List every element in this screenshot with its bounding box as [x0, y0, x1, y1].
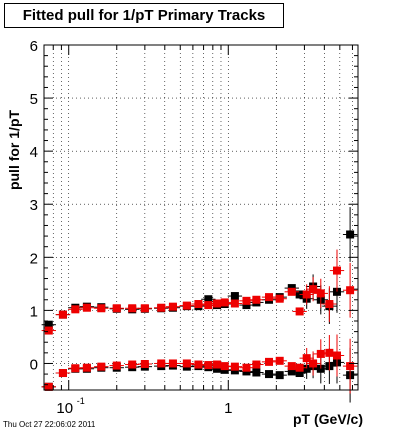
chart-title: Fitted pull for 1/pT Primary Tracks	[22, 7, 266, 24]
data-point	[302, 364, 311, 373]
y-tick-label: 2	[30, 250, 38, 267]
data-point	[112, 304, 121, 313]
data-point	[265, 357, 274, 366]
data-point	[97, 362, 106, 371]
data-point	[346, 286, 355, 295]
data-point	[295, 307, 304, 316]
data-point	[252, 295, 261, 304]
data-point	[71, 305, 80, 314]
data-point	[230, 292, 239, 301]
data-point	[295, 369, 304, 378]
x-tick-label-exponent: -1	[77, 396, 85, 406]
data-point	[302, 290, 311, 299]
data-point	[230, 299, 239, 308]
data-point	[58, 369, 67, 378]
data-point	[265, 293, 274, 302]
data-point	[332, 287, 341, 296]
plot-frame	[43, 44, 359, 391]
data-point	[346, 230, 355, 239]
data-point	[287, 367, 296, 376]
x-tick-label: 10	[56, 400, 73, 417]
y-tick-label: 4	[30, 144, 38, 161]
data-point	[265, 370, 274, 379]
data-point	[295, 363, 304, 372]
data-point	[213, 364, 222, 373]
data-point	[112, 361, 121, 370]
data-point	[220, 298, 229, 307]
x-axis-title: pT (GeV/c)	[292, 411, 363, 427]
data-point	[230, 362, 239, 371]
points-layer	[41, 207, 358, 403]
data-point	[309, 285, 318, 294]
axes-layer: 0 1 2 3 4 5 6 10 -1 1	[30, 38, 358, 417]
data-point	[168, 359, 177, 368]
series-1	[41, 249, 358, 335]
data-point	[182, 359, 191, 368]
data-point	[275, 356, 284, 365]
data-point	[204, 295, 213, 304]
data-point	[128, 304, 137, 313]
data-point	[44, 382, 53, 391]
data-point	[220, 362, 229, 371]
data-point	[332, 351, 341, 360]
data-point	[242, 296, 251, 305]
data-point	[194, 300, 203, 309]
data-point	[157, 303, 166, 312]
data-point	[346, 362, 355, 371]
data-point	[194, 360, 203, 369]
y-axis-title: pull for 1/pT	[6, 109, 22, 191]
data-point	[287, 287, 296, 296]
data-point	[71, 364, 80, 373]
y-tick-label: 3	[30, 197, 38, 214]
datestamp: Thu Oct 27 22:06:02 2011	[3, 420, 96, 429]
data-point	[287, 362, 296, 371]
y-tick-label: 1	[30, 303, 38, 320]
series-2	[41, 341, 358, 403]
data-point	[316, 289, 325, 298]
data-point	[325, 348, 334, 357]
data-point	[309, 359, 318, 368]
chart-title-box: Fitted pull for 1/pT Primary Tracks	[4, 3, 284, 28]
data-point	[82, 363, 91, 372]
data-point	[275, 294, 284, 303]
data-point	[316, 349, 325, 358]
y-tick-label: 5	[30, 91, 38, 108]
grid-layer	[43, 44, 358, 390]
series-3	[41, 334, 358, 394]
data-point	[82, 303, 91, 312]
data-point	[44, 326, 53, 335]
data-point	[140, 304, 149, 313]
data-point	[252, 360, 261, 369]
data-point	[204, 361, 213, 370]
data-point	[140, 359, 149, 368]
x-tick-label: 1	[224, 400, 232, 417]
data-point	[252, 368, 261, 377]
data-point	[325, 300, 334, 309]
y-tick-label: 0	[30, 356, 38, 373]
data-point	[168, 302, 177, 311]
data-point	[44, 320, 53, 329]
data-point	[242, 363, 251, 372]
data-point	[242, 301, 251, 310]
data-point	[213, 360, 222, 369]
data-point	[332, 266, 341, 275]
y-tick-label: 6	[30, 38, 38, 55]
data-point	[182, 301, 191, 310]
data-point	[275, 371, 284, 380]
data-point	[213, 299, 222, 308]
data-point	[204, 301, 213, 310]
data-point	[58, 310, 67, 319]
data-point	[97, 304, 106, 313]
data-point	[128, 360, 137, 369]
data-point	[157, 359, 166, 368]
data-point	[316, 364, 325, 373]
data-point	[302, 354, 311, 363]
